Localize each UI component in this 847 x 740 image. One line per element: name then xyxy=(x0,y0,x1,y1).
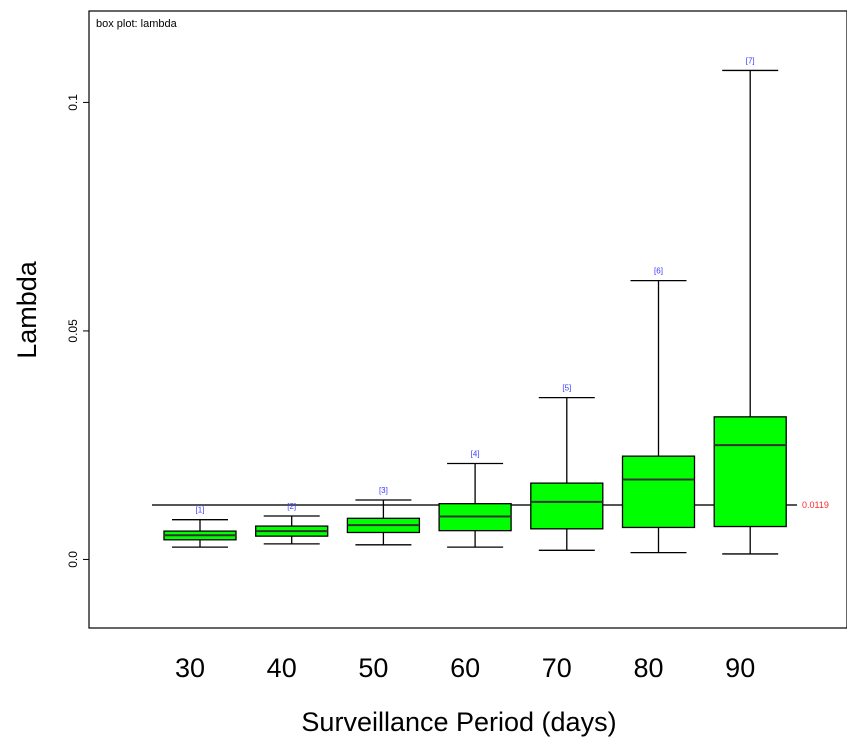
box-series: [1] [2] [3] [4] [5] [6] [7] xyxy=(163,56,787,555)
y-axis: 0.0 0.05 0.1 xyxy=(66,94,89,568)
box-40: [2] xyxy=(255,502,329,545)
x-tick-label-60: 60 xyxy=(450,653,480,683)
x-tick-label-50: 50 xyxy=(358,653,388,683)
box-90: [7] xyxy=(713,56,787,555)
reference-line-label: 0.0119 xyxy=(802,500,829,510)
chart-title: box plot: lambda xyxy=(96,18,178,30)
x-tick-label-90: 90 xyxy=(725,653,755,683)
y-tick-label-1: 0.05 xyxy=(66,319,80,343)
box-60: [4] xyxy=(438,449,512,548)
box-30: [1] xyxy=(163,506,237,548)
count-label-60: [4] xyxy=(471,449,480,458)
box-50: [3] xyxy=(346,486,421,546)
x-axis-label: Surveillance Period (days) xyxy=(301,707,616,737)
y-tick-label-2: 0.1 xyxy=(66,94,80,111)
y-axis-label: Lambda xyxy=(12,260,42,359)
x-tick-label-80: 80 xyxy=(633,653,663,683)
y-tick-label-0: 0.0 xyxy=(66,551,80,568)
box-body-70 xyxy=(530,482,604,530)
x-tick-label-40: 40 xyxy=(267,653,297,683)
box-70: [5] xyxy=(530,384,604,551)
box-80: [6] xyxy=(621,267,696,554)
count-label-90: [7] xyxy=(746,56,755,65)
count-label-50: [3] xyxy=(379,486,388,495)
x-tick-label-70: 70 xyxy=(542,653,572,683)
count-label-70: [5] xyxy=(562,384,571,393)
count-label-30: [1] xyxy=(196,506,205,515)
count-label-40: [2] xyxy=(287,502,296,511)
count-label-80: [6] xyxy=(654,267,663,276)
x-tick-label-30: 30 xyxy=(175,653,205,683)
x-axis: 30 40 50 60 70 80 90 xyxy=(175,653,755,683)
box-body-90 xyxy=(713,416,787,528)
box-body-80 xyxy=(621,455,696,529)
